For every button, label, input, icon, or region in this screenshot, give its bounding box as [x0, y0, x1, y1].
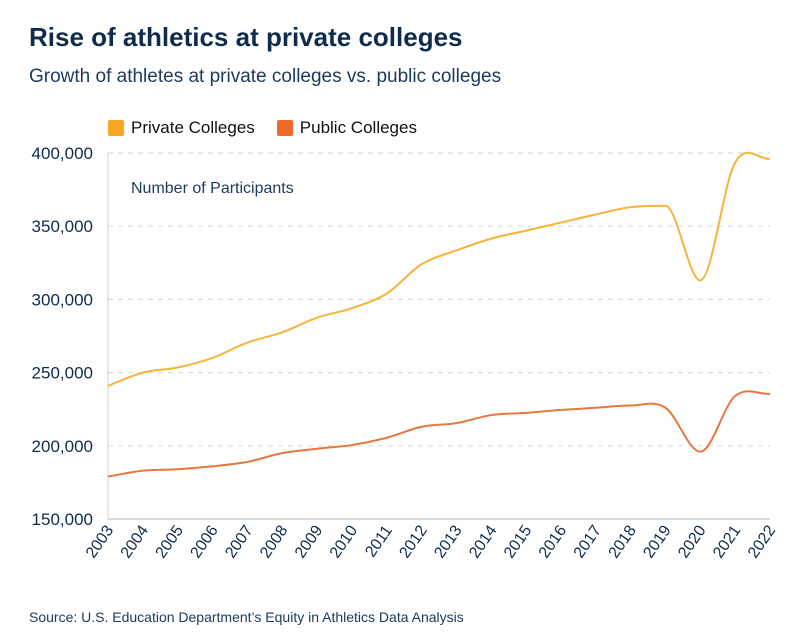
x-tick-label: 2009: [292, 522, 326, 561]
x-tick-label: 2006: [187, 522, 221, 561]
legend-label-private: Private Colleges: [131, 118, 255, 137]
y-tick-label: 150,000: [32, 510, 93, 529]
x-tick-label: 2017: [571, 522, 605, 561]
x-tick-label: 2013: [431, 522, 465, 561]
x-tick-label: 2012: [397, 522, 431, 561]
x-tick-label: 2021: [710, 522, 744, 561]
source-note: Source: U.S. Education Department’s Equi…: [29, 609, 464, 625]
x-tick-label: 2016: [536, 522, 570, 561]
y-tick-label: 350,000: [32, 217, 93, 236]
x-tick-label: 2022: [745, 522, 779, 561]
legend-swatch-public: [276, 120, 293, 136]
x-tick-label: 2005: [153, 522, 187, 561]
x-tick-label: 2008: [257, 522, 291, 561]
legend-item-public: Public Colleges: [276, 118, 417, 138]
x-tick-label: 2004: [118, 522, 152, 561]
y-tick-label: 250,000: [32, 364, 93, 383]
legend-item-private: Private Colleges: [108, 118, 255, 138]
series-line-public: [107, 390, 771, 478]
x-tick-label: 2014: [466, 522, 500, 561]
x-tick-label: 2011: [362, 522, 396, 560]
chart-subtitle: Growth of athletes at private colleges v…: [29, 66, 502, 87]
x-tick-label: 2019: [640, 522, 674, 561]
x-tick-label: 2010: [327, 522, 361, 561]
series-line-private: [107, 151, 771, 387]
y-axis-label: Number of Participants: [131, 180, 294, 197]
y-tick-label: 200,000: [32, 437, 93, 456]
x-tick-label: 2018: [606, 522, 640, 561]
x-tick-label: 2007: [222, 522, 256, 561]
y-tick-label: 400,000: [32, 144, 93, 163]
legend: Private Colleges Public Colleges: [108, 118, 417, 138]
x-tick-label: 2015: [501, 522, 535, 561]
legend-swatch-private: [108, 120, 124, 136]
y-tick-label: 300,000: [32, 290, 93, 309]
legend-label-public: Public Colleges: [299, 118, 417, 137]
chart-title: Rise of athletics at private colleges: [29, 22, 463, 52]
x-tick-label: 2020: [675, 522, 709, 561]
